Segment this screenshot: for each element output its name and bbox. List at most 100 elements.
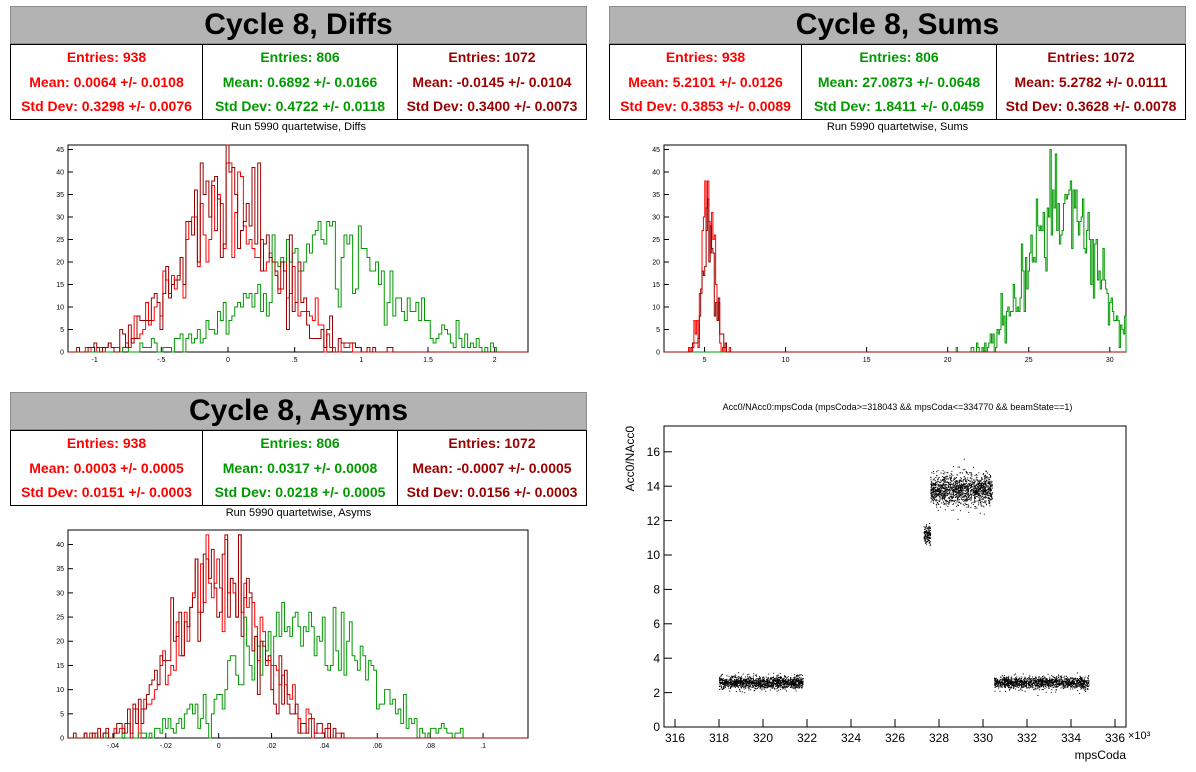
scatter-point <box>944 478 946 480</box>
scatter-point <box>976 507 978 509</box>
scatter-point <box>799 679 801 681</box>
scatter-point <box>1052 682 1054 684</box>
scatter-point <box>1004 678 1006 680</box>
scatter-point <box>1059 682 1061 684</box>
scatter-point <box>778 679 780 681</box>
x-tick-label: .08 <box>425 743 435 750</box>
stat-mean: Mean: 27.0873 +/- 0.0648 <box>817 73 981 90</box>
scatter-point <box>765 690 767 692</box>
scatter-point <box>737 680 739 682</box>
scatter-point <box>953 483 955 484</box>
scatter-point <box>989 483 990 485</box>
scatter-point <box>800 682 802 684</box>
scatter-point <box>746 683 748 685</box>
scatter-point <box>750 685 751 687</box>
scatter-point <box>784 682 786 684</box>
scatter-point <box>760 678 762 680</box>
scatter-point <box>762 679 764 681</box>
scatter-point <box>977 489 979 490</box>
scatter-point <box>962 485 964 487</box>
scatter-point <box>1026 684 1028 686</box>
scatter-point <box>997 683 999 685</box>
scatter-point <box>1076 686 1078 688</box>
scatter-point <box>730 683 732 685</box>
scatter-point <box>941 492 943 494</box>
scatter-point <box>977 502 979 504</box>
scatter-point <box>988 494 989 496</box>
scatter-point <box>1077 685 1079 687</box>
scatter-point <box>801 674 803 676</box>
scatter-point <box>728 675 730 677</box>
scatter-point <box>1003 680 1005 681</box>
scatter-point <box>945 499 947 501</box>
scatter-point <box>940 485 942 487</box>
scatter-point <box>1079 692 1081 694</box>
scatter-point <box>976 485 978 487</box>
scatter-point <box>961 499 963 501</box>
scatter-point <box>794 683 796 685</box>
scatter-point <box>768 682 770 684</box>
scatter-point <box>1056 679 1058 681</box>
scatter-point <box>962 495 964 497</box>
scatter-point <box>966 485 968 487</box>
scatter-point <box>1034 680 1036 682</box>
scatter-point <box>1016 676 1018 678</box>
scatter-point <box>983 490 985 492</box>
scatter-point <box>784 676 786 677</box>
scatter-point <box>1068 681 1070 683</box>
scatter-point <box>798 675 800 677</box>
scatter-point <box>797 674 799 676</box>
diffs-heading: Cycle 8, Diffs <box>10 6 587 44</box>
scatter-point <box>969 485 971 486</box>
scatter-point <box>938 503 940 505</box>
scatter-point <box>927 528 929 530</box>
scatter-point <box>924 540 926 542</box>
scatter-point <box>1085 681 1086 682</box>
scatter-point <box>733 680 735 682</box>
scatter-point <box>976 488 978 490</box>
scatter-point <box>1024 683 1026 685</box>
scatter-point <box>951 480 953 482</box>
scatter-point <box>730 682 732 684</box>
scatter-point <box>949 486 951 488</box>
scatter-point <box>946 478 948 480</box>
scatter-point <box>744 680 746 682</box>
scatter-point <box>958 492 960 494</box>
scatter-point <box>989 487 991 489</box>
scatter-point <box>1025 681 1027 683</box>
scatter-point <box>927 541 928 542</box>
scatter-point <box>981 493 983 495</box>
scatter-point <box>1040 684 1042 685</box>
scatter-point <box>968 483 970 485</box>
scatter-point <box>990 482 992 484</box>
scatter-point <box>955 480 957 482</box>
scatter-point <box>1018 689 1020 691</box>
scatter-point <box>957 495 959 497</box>
scatter-point <box>971 493 973 495</box>
x-tick-label: 324 <box>841 731 861 745</box>
scatter-point <box>972 490 974 492</box>
scatter-point <box>756 679 758 681</box>
scatter-point <box>963 504 965 506</box>
scatter-point <box>1038 679 1039 681</box>
scatter-point <box>1004 683 1006 685</box>
scatter-point <box>926 528 928 530</box>
scatter-point <box>962 493 964 495</box>
scatter-point <box>753 684 755 686</box>
scatter-point <box>936 493 938 495</box>
scatter-point <box>1082 686 1084 688</box>
scatter-point <box>973 482 975 484</box>
scatter-point <box>720 688 722 690</box>
scatter-point <box>795 686 797 688</box>
scatter-point <box>747 682 749 684</box>
scatter-point <box>960 477 962 479</box>
scatter-point <box>967 489 969 490</box>
scatter-point <box>722 678 724 680</box>
scatter-point <box>784 683 786 685</box>
scatter-point <box>1001 680 1003 682</box>
stat-mean: Mean: 0.0064 +/- 0.0108 <box>29 73 184 90</box>
scatter-point <box>1020 683 1022 685</box>
scatter-point <box>1026 681 1028 683</box>
scatter-point <box>947 489 949 490</box>
scatter-point <box>944 480 946 481</box>
